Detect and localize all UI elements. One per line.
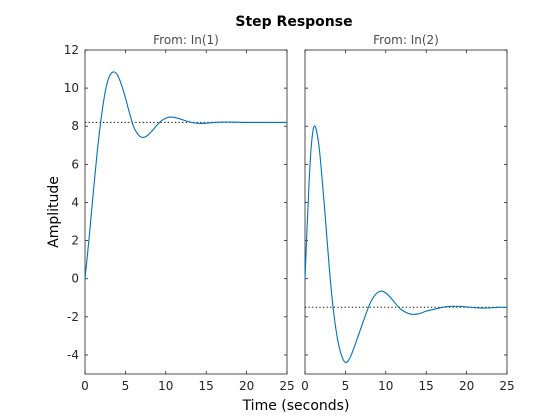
y-tick-label: 2	[71, 234, 79, 248]
y-axis-label: Amplitude	[46, 176, 62, 248]
x-tick-label: 10	[158, 379, 173, 393]
figure-title: Step Response	[235, 14, 352, 30]
x-tick-label: 10	[378, 379, 393, 393]
y-tick-label: -4	[67, 348, 79, 362]
x-axis-label: Time (seconds)	[242, 398, 350, 414]
step-response-curve	[304, 125, 508, 364]
panel-title: From: In(1)	[153, 33, 219, 47]
x-tick-label: 20	[239, 379, 254, 393]
panel-from-in1: From: In(1) 0 5 10 15 20 25 -4 -2 0 2 4 6 8 10 12	[64, 33, 295, 393]
y-tick-label: -2	[67, 310, 79, 324]
y-tick-label: 4	[71, 195, 79, 209]
y-tick-label: 0	[71, 272, 79, 286]
x-tick-label: 15	[419, 379, 434, 393]
x-tick-label: 0	[81, 379, 89, 393]
panel-from-in2: From: In(2) 0 5 10 15 20 25	[301, 33, 514, 393]
x-tick-label: 15	[199, 379, 214, 393]
axes-box	[304, 49, 508, 375]
x-tick-label: 25	[499, 379, 514, 393]
x-tick-label: 5	[342, 379, 350, 393]
x-tick-label: 20	[459, 379, 474, 393]
y-tick-label: 10	[64, 81, 79, 95]
y-tick-label: 6	[71, 157, 79, 171]
panel-title: From: In(2)	[373, 33, 439, 47]
x-tick-label: 0	[301, 379, 309, 393]
step-response-curve	[84, 71, 287, 279]
y-tick-label: 12	[64, 43, 79, 57]
x-tick-label: 25	[279, 379, 294, 393]
x-tick-label: 5	[122, 379, 130, 393]
axes-box	[84, 49, 288, 375]
y-tick-label: 8	[71, 119, 79, 133]
